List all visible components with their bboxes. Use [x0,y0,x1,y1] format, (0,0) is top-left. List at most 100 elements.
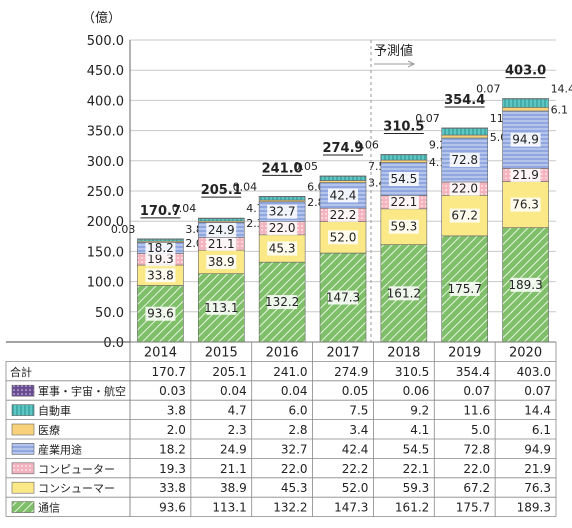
table-row-name: 合計 [10,365,32,379]
bar-value-label: 42.4 [330,188,357,202]
bar-value-bg [510,277,541,292]
y-tick-label: 200.0 [87,215,124,230]
table-cell: 2.0 [167,423,186,437]
x-tick-label: 2015 [205,345,238,360]
table-cell: 175.7 [456,501,490,515]
table-cell: 354.4 [456,365,490,379]
military-value-label: 0.07 [476,83,501,96]
bar-value-bg [145,306,176,321]
total-label: 310.5 [383,119,424,134]
bar-value-label: 54.5 [390,172,417,186]
y-tick-label: 500.0 [87,34,124,49]
bar-value-label: 93.6 [147,307,174,321]
bar-value-label: 22.2 [330,208,357,222]
table-cell: 45.3 [281,481,308,495]
y-tick-label: 150.0 [87,245,124,260]
bar-value-bg [328,230,358,245]
bar-segment [441,127,489,136]
table-cell: 22.0 [281,462,308,476]
military-value-label: 0.03 [111,223,136,236]
y-tick-label: 300.0 [87,155,124,170]
table-cell: 52.0 [342,481,369,495]
legend-swatch [11,384,35,397]
table-cell: 241.0 [273,365,307,379]
table-cell: 72.8 [463,442,490,456]
bar-value-label: 189.3 [508,278,542,292]
table-cell: 33.8 [159,481,186,495]
table-row-name: 自動車 [38,404,71,418]
bar-value-label: 161.2 [387,286,421,300]
bar-value-label: 18.2 [147,241,174,255]
bar-value-label: 45.3 [269,241,296,255]
table-cell: 6.0 [288,404,307,418]
table-cell: 9.2 [410,404,429,418]
y-axis: 0.0 50.0 100.0 150.0 200.0 250.0 300.0 350.0 400… [87,34,131,351]
y-tick-label: 400.0 [87,94,124,109]
legend-swatch [11,481,35,494]
table-cell: 0.04 [220,384,247,398]
table-cell: 14.4 [524,404,551,418]
table-cell: 0.06 [403,384,430,398]
bar-value-bg [388,286,419,301]
table-cell: 21.9 [524,462,551,476]
table-cell: 5.0 [471,423,490,437]
bar-value-label: 22.0 [451,182,478,196]
total-label: 354.4 [444,93,485,108]
y-tick-label: 0.0 [103,336,124,351]
legend-swatch [11,462,35,475]
bar-value-label: 67.2 [451,209,478,223]
table-cell: 2.8 [288,423,307,437]
bar-value-bg [267,221,298,236]
bar-value-label: 113.1 [204,301,238,315]
military-value-label: 0.07 [415,112,440,125]
table-cell: 6.1 [532,423,551,437]
table-cell: 274.9 [334,365,368,379]
table-cell: 0.05 [342,384,369,398]
table-cell: 403.0 [517,365,551,379]
legend-swatch [11,404,35,416]
bar-value-bg [328,188,358,203]
military-value-label: 0.04 [233,180,258,193]
bar-value-bg [267,241,298,256]
table-cell: 24.9 [220,442,247,456]
military-value-label: 0.04 [172,202,197,215]
table-cell: 0.03 [159,384,186,398]
bar-value-label: 175.7 [448,282,482,296]
bar-value-label: 147.3 [326,291,360,305]
table-cell: 18.2 [159,442,186,456]
table-cell: 21.1 [220,462,247,476]
bar-value-bg [267,204,298,219]
table-cell: 147.3 [334,501,368,515]
bar-value-label: 22.0 [269,221,296,235]
bar-value-bg [449,181,480,196]
table-cell: 0.07 [463,384,490,398]
bar-value-label: 33.8 [147,268,174,282]
legend-swatch [11,443,35,455]
x-tick-label: 2018 [387,345,420,360]
table-cell: 3.8 [167,404,186,418]
table-cell: 94.9 [524,442,551,456]
bar-segment [380,154,428,161]
forecast-label: 予測値 [374,43,413,59]
table-cell: 4.1 [410,423,429,437]
table-row-name: コンシューマー [38,482,115,495]
table-cell: 59.3 [403,481,430,495]
bar-value-bg [328,290,358,305]
total-label: 170.7 [140,204,181,219]
bar-value-label: 59.3 [390,220,417,234]
bars: 93.633.819.318.2 2.03.80.03170.7113.138.9… [111,64,572,343]
total-label: 241.0 [262,161,303,176]
bar-segment [319,180,367,183]
table-cell: 189.3 [517,501,551,515]
bar-value-label: 21.1 [208,237,235,251]
bar-segment [319,175,367,181]
legend-swatch [11,501,35,513]
bar-value-bg [449,153,480,168]
table-cell: 0.07 [524,384,551,398]
y-tick-label: 50.0 [95,306,124,321]
bar-value-bg [510,197,541,212]
x-tick-label: 2019 [448,345,481,360]
bar-segment [502,98,549,108]
bar-value-bg [510,132,541,147]
x-tick-label: 2020 [509,345,542,360]
